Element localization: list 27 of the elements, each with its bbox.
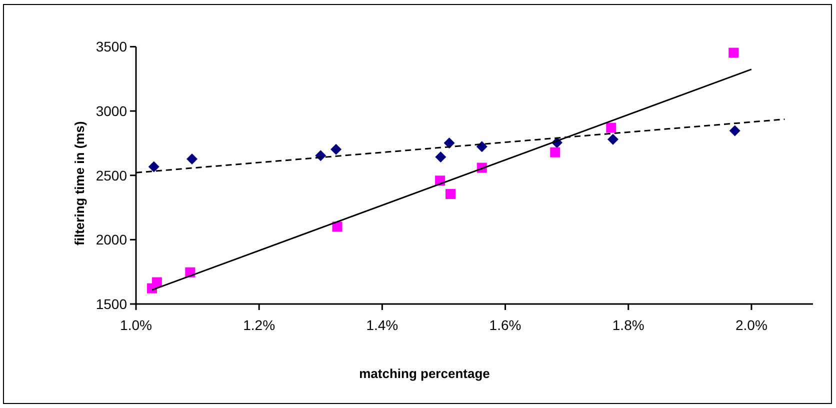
x-tick-label: 1.4% — [366, 317, 398, 333]
point — [550, 147, 560, 158]
y-tick-label: 1500 — [96, 296, 128, 312]
x-tick-label: 1.2% — [243, 317, 276, 333]
y-tick-label: 2500 — [96, 167, 128, 184]
x-tick-label: 1.6% — [489, 317, 522, 333]
y-axis-title: filtering time in (ms) — [72, 121, 87, 246]
point — [152, 277, 162, 288]
y-tick-label: 3500 — [96, 38, 128, 55]
point — [186, 154, 198, 165]
x-tick-label: 2.0% — [735, 317, 768, 333]
point — [444, 138, 455, 149]
point — [606, 122, 616, 133]
y-tick-label: 2000 — [96, 232, 128, 248]
point — [607, 134, 618, 145]
x-tick-label: 1.0% — [120, 317, 152, 333]
point — [729, 125, 740, 136]
point — [435, 151, 446, 162]
point — [148, 161, 160, 172]
x-tick-label: 1.8% — [612, 317, 644, 333]
point — [476, 141, 488, 152]
point — [728, 48, 739, 58]
y-tick-label: 3000 — [96, 102, 128, 119]
point — [445, 189, 456, 200]
point — [330, 144, 342, 155]
x-axis-title: matching percentage — [359, 366, 490, 381]
point — [332, 222, 342, 232]
